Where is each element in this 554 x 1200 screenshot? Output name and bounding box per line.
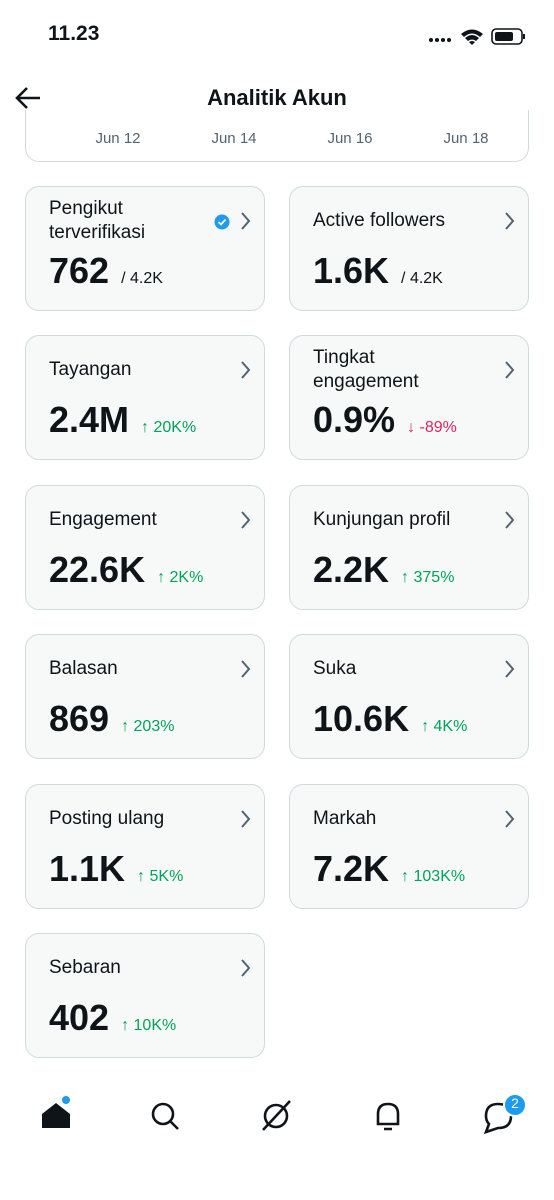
metric-label: Tingkat engagement [313,346,419,394]
value-text: 7.2K [313,847,390,889]
bottom-nav [42,1093,527,1135]
metric-label: Suka [313,657,356,681]
change-text: ↑ 203% [121,718,175,736]
metric-value: 762 / 4.2K [49,251,163,299]
label-line: Pengikut [49,198,123,219]
label-line: Kunjungan profil [313,508,451,530]
label-line: Posting ulang [49,807,165,829]
change-text: ↑ 5K% [137,867,184,885]
value-text: 869 [49,698,110,740]
chevron [505,809,515,828]
value-text: 10.6K [313,698,410,740]
metric-card[interactable]: Markah 7.2K ↑ 103K% [289,783,529,909]
chevron [505,361,515,380]
value-text: 1.6K [313,250,390,291]
value-text: 0.9% [313,399,396,441]
label-line: Tingkat [313,347,375,369]
label-line: Balasan [49,658,118,680]
nav-search[interactable] [151,1102,179,1130]
nav-home[interactable] [42,1096,70,1128]
change-text: ↑ 10K% [121,1017,177,1034]
metric-card[interactable]: Kunjungan profil 2.2K ↑ 375% [289,484,529,610]
metric-label: Markah [313,807,376,831]
metric-label: Tayangan [49,358,131,382]
metric-label: Kunjungan profil [313,508,450,532]
metric-value: 10.6K ↑ 4K% [313,699,467,747]
x-tick-label: Jun 18 [443,130,489,147]
label-line: Tayangan [49,359,132,381]
metric-card[interactable]: Pengikut terverifikasi 762 / 4.2K [25,186,265,311]
nav-notifications[interactable] [376,1102,400,1131]
metric-value: 869 ↑ 203% [49,699,174,747]
status-icons [429,28,525,45]
metric-value: 0.9% ↓ -89% [313,400,457,448]
metric-value: 1.1K ↑ 5K% [49,847,184,897]
nav-messages[interactable] [483,1093,527,1135]
label-line: Sebaran [49,957,121,978]
chevron [505,660,515,678]
change-text: ↑ 20K% [141,419,197,437]
metric-card[interactable]: Posting ulang 1.1K ↑ 5K% [25,783,265,909]
value-text: 2.4M [49,399,130,441]
metric-value: 22.6K ↑ 2K% [49,548,204,598]
x-tick-label: Jun 16 [327,130,373,147]
x-tick-label: Jun 12 [95,130,141,147]
back-button[interactable] [14,85,44,111]
metric-label: Engagement [49,508,157,532]
change-text: ↑ 375% [401,568,455,586]
chevron [241,511,251,529]
label-line: Engagement [49,508,157,530]
change-text: ↑ 2K% [157,568,204,586]
metric-label: Active followers [313,209,445,233]
value-text: 1.1K [49,847,126,889]
value-text: 22.6K [49,548,146,590]
chevron [241,660,251,678]
chevron [505,212,515,230]
metric-label: Posting ulang [49,807,164,831]
metric-label: Balasan [49,657,118,681]
chevron [241,959,251,977]
x-tick-label: Jun 14 [211,130,257,147]
label-line: Markah [313,807,377,829]
metric-value: 2.4M ↑ 20K% [49,400,196,448]
chevron [241,212,251,230]
label-line: Active followers [313,210,445,231]
value-text: 2.2K [313,548,390,590]
change-text: ↑ 4K% [421,718,468,736]
metric-card[interactable]: Tayangan 2.4M ↑ 20K% [25,335,265,461]
change-text: / 4.2K [401,270,443,287]
metric-label: Pengikut terverifikasi [49,197,145,245]
status-time: 11.23 [48,22,100,45]
page-title: Analitik Akun [207,85,347,110]
metric-card[interactable]: Suka 10.6K ↑ 4K% [289,634,529,760]
chevron [241,809,251,828]
change-text: ↑ 103K% [401,867,466,885]
chevron [241,361,251,380]
metric-label: Sebaran [49,956,121,980]
value-text: 402 [49,997,110,1038]
metric-value: 402 ↑ 10K% [49,998,176,1046]
label-line: terverifikasi [49,222,146,243]
label-line: Suka [313,658,357,680]
metric-card[interactable]: Engagement 22.6K ↑ 2K% [25,484,265,610]
change-text: ↓ -89% [407,419,457,437]
metric-value: 2.2K ↑ 375% [313,548,455,598]
metric-value: 7.2K ↑ 103K% [313,847,466,897]
metric-card[interactable]: Balasan 869 ↑ 203% [25,634,265,760]
metric-value: 1.6K / 4.2K [313,251,443,299]
metric-card[interactable]: Tingkat engagement 0.9% ↓ -89% [289,335,529,461]
metric-card[interactable]: Active followers 1.6K / 4.2K [289,186,529,311]
chart-card [25,110,529,162]
chevron [505,511,515,529]
verified-badge [214,214,230,230]
metric-card[interactable]: Sebaran 402 ↑ 10K% [25,933,265,1058]
nav-grok[interactable] [262,1100,291,1131]
value-text: 762 [49,250,110,291]
label-line: engagement [313,371,419,393]
message-badge: 2 [511,1095,519,1111]
change-text: / 4.2K [121,270,163,287]
